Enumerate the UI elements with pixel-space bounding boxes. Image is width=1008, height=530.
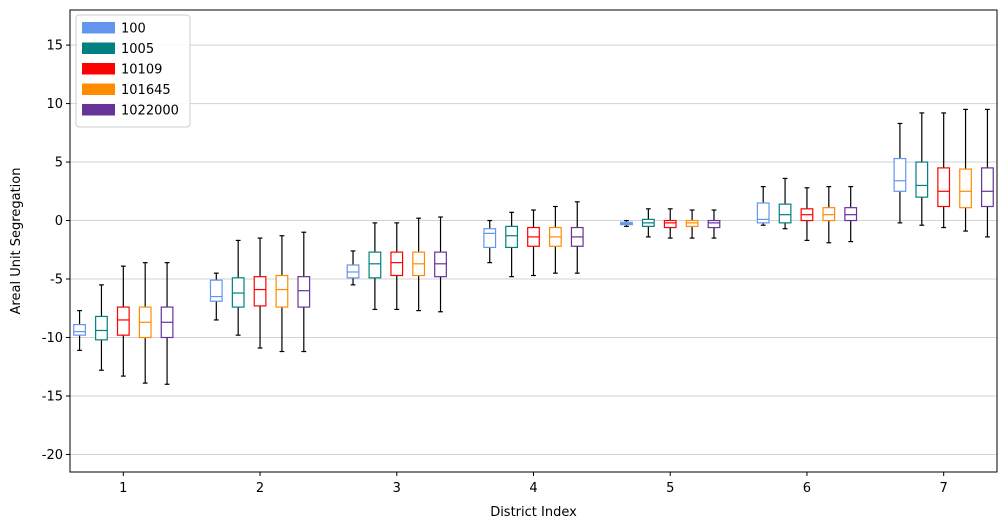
- box-101645-district-4: [548, 205, 562, 274]
- x-axis: 1 2 3 4 5 6 7: [119, 472, 948, 496]
- box-100-district-3: [346, 250, 360, 286]
- box-body: [915, 161, 929, 198]
- box-1022000-district-5: [707, 209, 721, 239]
- box-body: [368, 251, 382, 279]
- y-axis-label: Areal Unit Segregation: [9, 168, 24, 315]
- box-body: [981, 167, 994, 208]
- box-1022000-district-3: [434, 216, 447, 313]
- box-101645-district-3: [412, 217, 426, 312]
- series-1005: [95, 112, 929, 371]
- box-101645-district-6: [822, 186, 836, 244]
- box-body: [297, 276, 311, 308]
- box-body: [209, 279, 223, 302]
- legend-label-10109: 10109: [121, 63, 162, 78]
- box-body: [707, 219, 721, 229]
- box-101645-district-5: [685, 209, 699, 239]
- x-tick-label: 6: [803, 481, 811, 496]
- legend-label-1022000: 1022000: [121, 104, 179, 119]
- box-body: [116, 306, 130, 336]
- legend-label-100: 100: [121, 22, 146, 37]
- x-tick-label: 3: [393, 481, 401, 496]
- box-body: [95, 315, 108, 341]
- box-body: [756, 202, 770, 224]
- box-10109-district-4: [527, 209, 540, 277]
- box-body: [959, 168, 972, 209]
- box-100-district-5: [620, 219, 633, 227]
- box-body: [937, 167, 951, 208]
- series-1022000: [160, 108, 994, 385]
- x-tick-label: 4: [529, 481, 537, 496]
- box-series-layer: [73, 108, 994, 385]
- y-tick-label: 10: [46, 97, 63, 112]
- series-100: [73, 122, 907, 351]
- x-tick-label: 2: [256, 481, 264, 496]
- box-100-district-7: [893, 122, 907, 224]
- box-10109-district-2: [253, 237, 267, 349]
- x-axis-label: District Index: [490, 505, 577, 520]
- box-10109-district-5: [663, 208, 677, 239]
- box-body: [483, 228, 497, 249]
- box-1005-district-1: [95, 284, 108, 371]
- series-10109: [116, 112, 951, 377]
- box-1022000-district-7: [981, 108, 994, 238]
- box-1022000-district-1: [160, 262, 174, 385]
- box-1005-district-3: [368, 222, 382, 311]
- box-100-district-6: [756, 186, 770, 226]
- box-10109-district-3: [390, 222, 404, 311]
- box-100-district-4: [483, 219, 497, 264]
- series-101645: [138, 108, 972, 384]
- box-100-district-2: [209, 272, 223, 321]
- box-body: [275, 274, 289, 308]
- box-body: [663, 219, 677, 229]
- box-body: [893, 157, 907, 192]
- legend-label-101645: 101645: [121, 83, 171, 98]
- box-1005-district-4: [505, 211, 519, 278]
- box-10109-district-6: [800, 187, 814, 242]
- x-tick-label: 5: [666, 481, 674, 496]
- box-body: [505, 225, 519, 249]
- box-1022000-district-4: [570, 201, 584, 274]
- box-10109-district-7: [937, 112, 951, 229]
- box-1022000-district-6: [844, 186, 858, 243]
- y-tick-label: 15: [46, 39, 63, 54]
- legend-swatch-1022000: [82, 104, 115, 116]
- box-1005-district-2: [231, 239, 245, 336]
- box-1005-district-6: [778, 177, 792, 230]
- box-1005-district-5: [641, 208, 655, 238]
- box-body: [73, 324, 86, 336]
- y-tick-label: -5: [50, 273, 63, 288]
- box-101645-district-2: [275, 235, 289, 353]
- box-1005-district-7: [915, 112, 929, 226]
- y-tick-label: -20: [42, 448, 63, 463]
- legend: 100 1005 10109 101645 1022000: [75, 14, 191, 128]
- legend-label-1005: 1005: [121, 42, 154, 57]
- box-body: [778, 203, 792, 224]
- box-101645-district-1: [138, 262, 152, 384]
- box-body: [253, 276, 267, 307]
- y-tick-label: 5: [55, 156, 63, 171]
- box-100-district-1: [73, 309, 86, 351]
- legend-swatch-1005: [82, 42, 115, 54]
- box-body: [390, 251, 404, 277]
- y-axis: -20 -15 -10 -5 0 5 10 15: [42, 39, 70, 463]
- box-10109-district-1: [116, 265, 130, 377]
- legend-swatch-100: [82, 22, 115, 34]
- legend-swatch-10109: [82, 63, 115, 75]
- box-1022000-district-2: [297, 231, 311, 353]
- y-tick-label: -15: [42, 389, 63, 404]
- x-tick-label: 7: [940, 481, 948, 496]
- y-tick-label: -10: [42, 331, 63, 346]
- box-101645-district-7: [959, 108, 972, 232]
- legend-swatch-101645: [82, 83, 115, 95]
- x-tick-label: 1: [119, 481, 127, 496]
- y-tick-label: 0: [55, 214, 63, 229]
